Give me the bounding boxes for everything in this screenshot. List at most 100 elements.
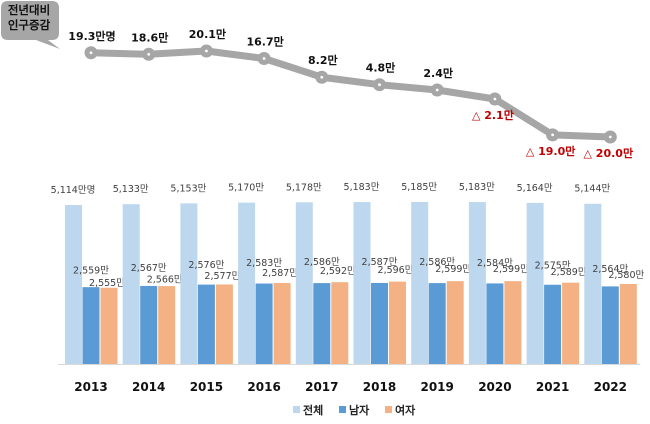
x-tick-label: 2021: [536, 380, 569, 394]
bar-total: [353, 202, 371, 364]
label-male: 2,586만: [304, 257, 340, 268]
bar-female: [100, 287, 118, 364]
line-chart: 19.3만명 18.6만 20.1만 16.7만 8.2만 4.8만 2.4만 △ 2.1만 △…: [68, 27, 633, 160]
label-male: 2,576만: [188, 260, 224, 271]
label-female: 2,596만: [378, 265, 414, 276]
label-female: 2,577만: [204, 271, 240, 282]
label-male: 2,583만: [246, 258, 282, 269]
bar-male: [601, 286, 619, 364]
label-male: 2,586만: [419, 257, 455, 268]
line-label-negative: △ 20.0만: [584, 146, 634, 160]
line-label: 19.3만명: [68, 29, 115, 43]
line-point-center: [147, 52, 151, 56]
label-total: 5,183만: [344, 182, 380, 193]
label-total: 5,133만: [113, 184, 149, 195]
x-tick-label: 2015: [190, 380, 223, 394]
bar-total: [180, 203, 198, 364]
bar-female: [504, 281, 522, 364]
x-tick-label: 2016: [247, 380, 280, 394]
label-female: 2,589만: [551, 267, 587, 278]
label-total: 5,164만: [517, 183, 553, 194]
line-label-negative: △ 2.1만: [472, 108, 514, 122]
x-tick-label: 2014: [132, 380, 165, 394]
legend-swatch: [385, 406, 392, 413]
bar-female: [273, 282, 291, 364]
legend-swatch: [339, 406, 346, 413]
bar-female: [331, 282, 349, 364]
line-label: 8.2만: [308, 53, 338, 67]
label-total: 5,183만: [459, 182, 495, 193]
bar-group-2013: 5,114만명 2,559만 2,555만 2013: [51, 185, 126, 394]
legend-swatch: [293, 406, 300, 413]
label-male: 2,559만: [73, 265, 109, 276]
label-female: 2,592만: [320, 266, 356, 277]
bar-male: [197, 284, 215, 364]
label-male: 2,575만: [535, 261, 571, 272]
callout-bubble: [1, 1, 60, 49]
line-point-center: [205, 49, 208, 53]
line-label: 18.6만: [131, 30, 168, 44]
label-male: 2,584만: [477, 258, 513, 269]
bar-total: [122, 204, 140, 364]
label-total: 5,153만: [170, 183, 206, 194]
bar-male: [82, 287, 100, 364]
line-point-center: [551, 133, 554, 137]
line-point-center: [320, 75, 324, 79]
bar-total: [584, 203, 602, 364]
legend-item-1: 남자: [339, 403, 370, 417]
callout: [1, 1, 60, 49]
legend-label: 여자: [395, 403, 416, 417]
label-male: 2,587만: [362, 257, 398, 268]
line-label: 4.8만: [366, 61, 396, 75]
bar-male: [140, 285, 158, 364]
legend-item-0: 전체: [293, 403, 323, 417]
bar-total: [468, 202, 486, 364]
legend-label: 남자: [349, 403, 370, 417]
label-total: 5,144만: [574, 184, 610, 195]
line-point-center: [262, 57, 266, 60]
x-tick-label: 2019: [420, 380, 453, 394]
bar-male: [486, 283, 504, 364]
bar-total: [526, 202, 544, 364]
line-point-center: [89, 51, 93, 55]
bar-total: [295, 202, 313, 364]
line-point-center: [493, 97, 497, 101]
label-total: 5,178만: [286, 182, 322, 193]
x-tick-label: 2022: [594, 380, 627, 394]
bar-male: [544, 284, 562, 364]
legend-item-2: 여자: [385, 403, 416, 417]
x-tick-label: 2013: [74, 380, 107, 394]
bar-female: [389, 281, 406, 364]
label-male: 2,567만: [131, 263, 167, 274]
label-female: 2,599만: [435, 264, 471, 275]
x-tick-label: 2018: [363, 380, 396, 394]
bar-female: [619, 284, 637, 364]
label-total: 5,185만: [401, 182, 437, 193]
label-female: 2,587만: [262, 268, 298, 279]
bar-total: [238, 202, 256, 364]
line-label: 20.1만: [189, 27, 226, 41]
x-tick-label: 2017: [305, 380, 338, 394]
label-female: 2,599만: [493, 264, 529, 275]
bar-male: [371, 282, 388, 364]
label-total: 5,170만: [228, 183, 264, 194]
bar-female: [562, 282, 580, 364]
legend-label: 전체: [303, 403, 323, 417]
bar-female: [158, 286, 176, 364]
label-male: 2,564만: [592, 264, 628, 275]
legend: 전체 남자 여자: [293, 403, 416, 417]
line-point-center: [608, 135, 612, 139]
callout-line-1: 전년대비: [7, 3, 51, 17]
line-point-center: [435, 88, 439, 92]
x-tick-label: 2020: [478, 380, 511, 394]
bar-total: [411, 202, 429, 364]
callout-line-2: 인구증감: [7, 18, 51, 32]
